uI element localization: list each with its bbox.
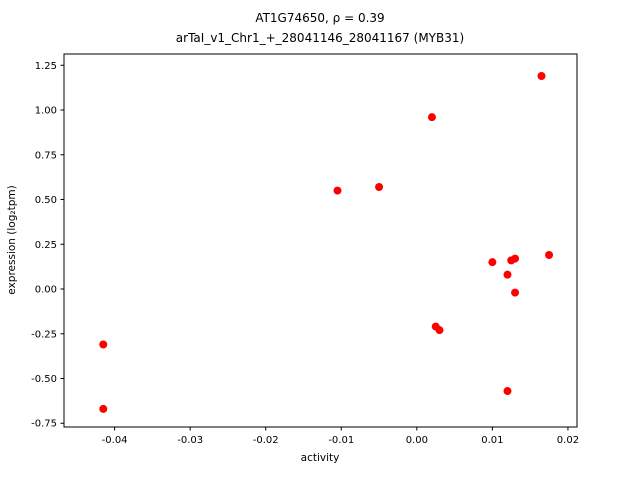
x-tick-label: 0.01 (481, 435, 503, 446)
x-tick-label: -0.01 (328, 435, 354, 446)
y-axis-label: expression (log₂tpm) (6, 185, 18, 294)
data-point (511, 254, 520, 263)
data-point (537, 72, 546, 81)
data-point (375, 182, 384, 191)
data-point (435, 326, 444, 335)
plot-area: -0.04 -0.03 -0.02 -0.01 0.00 0.01 0.02 -0.75 -0.… (31, 53, 579, 446)
x-tick-label: -0.02 (253, 435, 279, 446)
y-tick-label: -0.25 (31, 329, 57, 340)
y-tick-label: 1.25 (35, 61, 57, 72)
y-tick-label: 0.75 (35, 150, 57, 161)
data-point (99, 404, 108, 413)
y-tick-label: 0.50 (35, 195, 57, 206)
y-tick-label: 0.25 (35, 240, 57, 251)
y-tick-label: -0.50 (31, 374, 57, 385)
y-tick-label: -0.75 (31, 419, 57, 430)
x-tick-label: -0.03 (177, 435, 203, 446)
data-point (488, 258, 497, 267)
y-tick-label: 1.00 (35, 106, 57, 117)
data-point (503, 387, 512, 396)
x-tick-label: -0.04 (102, 435, 128, 446)
axes-frame (63, 53, 578, 428)
x-tick-label: 0.02 (557, 435, 579, 446)
data-point (427, 113, 436, 122)
chart-title-line1: AT1G74650, ρ = 0.39 (255, 11, 384, 25)
chart-title-line2: arTaI_v1_Chr1_+_28041146_28041167 (MYB31… (176, 31, 464, 45)
y-tick-label: 0.00 (35, 285, 57, 296)
x-axis-label: activity (301, 452, 340, 464)
data-point (503, 270, 512, 279)
x-tick-label: 0.00 (406, 435, 428, 446)
data-point (511, 288, 520, 297)
data-point (545, 250, 554, 259)
data-point (333, 186, 342, 195)
data-point (99, 340, 108, 349)
